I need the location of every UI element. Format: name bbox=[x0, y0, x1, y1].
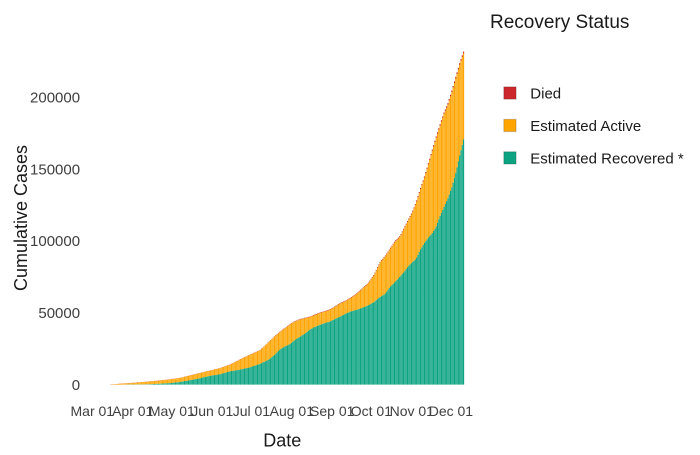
svg-text:Died: Died bbox=[530, 85, 561, 102]
svg-text:50000: 50000 bbox=[38, 305, 80, 322]
svg-text:150000: 150000 bbox=[30, 161, 80, 178]
svg-text:Aug 01: Aug 01 bbox=[270, 403, 315, 419]
svg-text:Oct 01: Oct 01 bbox=[351, 403, 392, 419]
svg-text:Recovery Status: Recovery Status bbox=[490, 12, 629, 33]
svg-text:Jun 01: Jun 01 bbox=[191, 403, 233, 419]
svg-text:May 01: May 01 bbox=[149, 403, 195, 419]
svg-text:Cumulative Cases: Cumulative Cases bbox=[11, 145, 31, 291]
svg-text:0: 0 bbox=[72, 377, 80, 394]
svg-text:Sep 01: Sep 01 bbox=[310, 403, 355, 419]
svg-text:Estimated Active: Estimated Active bbox=[530, 118, 641, 135]
svg-text:Nov 01: Nov 01 bbox=[390, 403, 435, 419]
svg-text:Date: Date bbox=[263, 431, 301, 450]
svg-text:Estimated Recovered *: Estimated Recovered * bbox=[530, 150, 684, 167]
svg-text:Apr 01: Apr 01 bbox=[112, 403, 153, 419]
svg-text:Mar 01: Mar 01 bbox=[71, 403, 115, 419]
svg-text:Jul 01: Jul 01 bbox=[233, 403, 271, 419]
svg-text:Dec 01: Dec 01 bbox=[429, 403, 474, 419]
svg-text:100000: 100000 bbox=[30, 233, 80, 250]
svg-text:200000: 200000 bbox=[30, 90, 80, 107]
